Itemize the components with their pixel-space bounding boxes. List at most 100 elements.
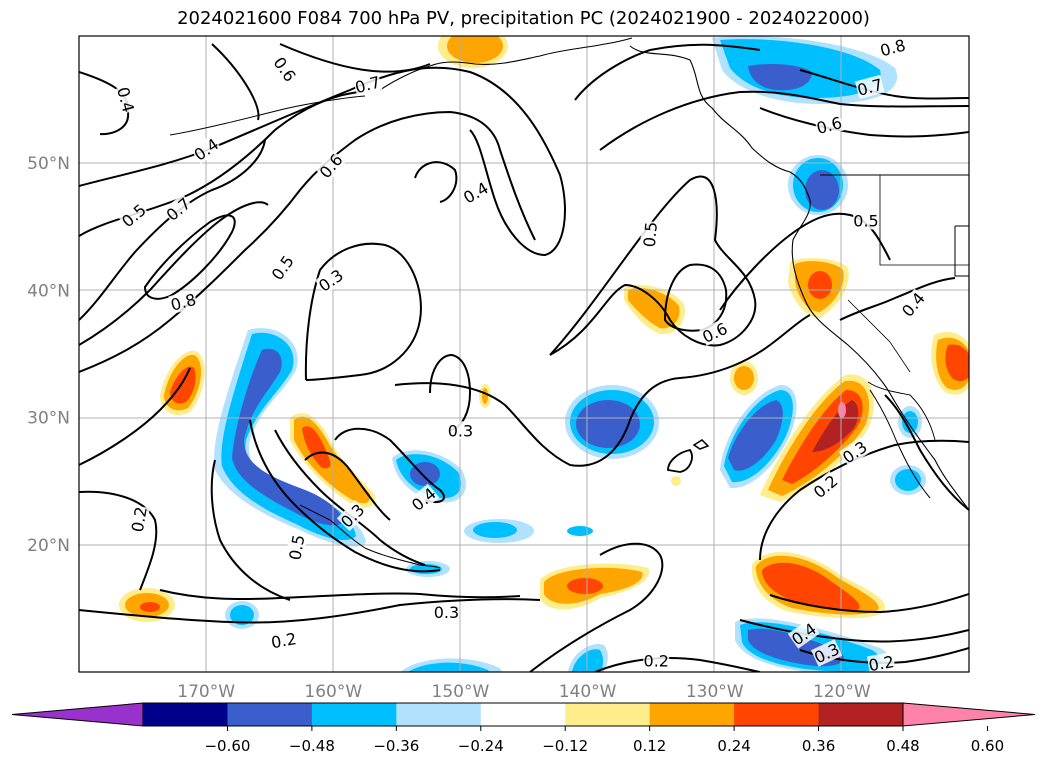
state-borders-east	[954, 225, 969, 277]
colorbar-segment	[143, 703, 228, 726]
pv-contour-0.2-east	[759, 439, 969, 561]
contour-label-text: 0.5	[285, 533, 308, 561]
pv-contour-0.3-baja	[884, 394, 969, 511]
contour-label: 0.2	[269, 629, 299, 652]
precip-blob-tiny-142w	[567, 526, 593, 536]
pv-contour-0.3-south	[159, 589, 521, 601]
colorbar-extend-max	[902, 702, 1036, 727]
pv-contour-0.3-center	[394, 314, 811, 467]
contour-label: 0.5	[639, 220, 661, 249]
colorbar-tick-label: 0.24	[717, 737, 750, 755]
longitude-tick-labels: 170°W 160°W 150°W 140°W 130°W 120°W	[177, 682, 871, 702]
precip-blob-california-north	[788, 258, 849, 318]
contour-label: 0.3	[447, 421, 474, 440]
colorbar-segment	[311, 703, 397, 726]
lat-tick-label: 30°N	[27, 409, 70, 429]
pv-contour-0.4-small-closed	[414, 161, 458, 203]
precip-blob-small-133w	[730, 361, 758, 395]
pv-contour-0.7-west	[79, 201, 269, 346]
colorbar-tick-label: −0.48	[289, 737, 335, 755]
colorbar-tick-label: −0.12	[542, 737, 588, 755]
hawaiian-islands	[299, 504, 441, 569]
graticule	[79, 36, 969, 672]
precip-blob-175w-south	[119, 588, 175, 622]
contour-label: 0.5	[853, 211, 880, 230]
colorbar-segment	[649, 703, 735, 726]
precip-blob-gulf-of-alaska	[438, 36, 508, 68]
alaska-coastline	[379, 37, 633, 91]
contour-label: 0.2	[866, 651, 896, 675]
california-nevada-border	[847, 299, 911, 373]
contour-label-text: 0.5	[640, 221, 661, 248]
pv-contour-0.3-hawaii	[304, 451, 391, 521]
colorbar-tick-label: −0.60	[204, 737, 250, 755]
pv-contour-0.6-closed-east	[663, 263, 728, 332]
colorbar: −0.60 −0.48 −0.36 −0.24 −0.12 0.12 0.24 0.36 0.4…	[11, 702, 1036, 755]
precip-blob-northeast-negative	[712, 36, 898, 104]
map-frame	[78, 35, 970, 673]
colorbar-segment	[396, 703, 482, 726]
precip-blob-west-arc-negative	[214, 328, 366, 547]
pv-contour-0.6-ne-a	[574, 43, 761, 101]
pv-contour-0.6-ne-b	[759, 107, 969, 138]
pv-contour-0.8-closed	[143, 214, 236, 300]
contour-label: 0.2	[127, 504, 151, 534]
precip-blob-bottom-152w	[400, 658, 502, 672]
lon-tick-label: 140°W	[559, 682, 617, 702]
map-title: 2024021600 F084 700 hPa PV, precipitatio…	[177, 8, 870, 29]
colorbar-segment	[734, 703, 820, 726]
aleutian-islands	[169, 95, 366, 136]
contour-label-text: 0.3	[448, 421, 473, 440]
pv-contour-0.5-coast	[719, 212, 891, 311]
pv-contour-0.7-ne	[599, 90, 969, 151]
mexico-border	[867, 381, 936, 441]
colorbar-segment	[565, 703, 651, 726]
precip-blob-baja-positive	[760, 374, 874, 502]
contour-label-text: 0.2	[128, 505, 151, 533]
colorbar-extend-min	[11, 702, 144, 727]
contour-label-text: 0.5	[853, 211, 878, 230]
lat-tick-label: 50°N	[27, 154, 70, 174]
pv-contour-0.3-closed	[304, 242, 422, 381]
precip-blob-bottom-145w	[568, 644, 608, 672]
colorbar-segment	[480, 703, 566, 726]
baja-peninsula	[869, 389, 931, 499]
pv-contour-0.2-south	[79, 598, 541, 624]
precip-blob-small-148w	[464, 519, 534, 543]
lon-tick-label: 170°W	[177, 682, 235, 702]
precip-blob-pacific-northwest	[788, 155, 848, 215]
pv-contour-small-closed-a	[667, 448, 693, 473]
contour-label-text: 0.3	[434, 603, 459, 622]
contour-label-text: 0.2	[644, 652, 669, 671]
pv-contour-0.8-ne	[799, 69, 969, 100]
lat-tick-label: 40°N	[27, 281, 70, 301]
colorbar-segment	[818, 703, 904, 726]
pv-contour-0.4-coast	[839, 277, 956, 321]
pv-contour-0.2-bottom-b	[594, 657, 761, 672]
colorbar-segment	[227, 703, 313, 726]
pv-contour-0.6-north-a	[211, 43, 260, 121]
colorbar-tick-label: 0.48	[886, 737, 919, 755]
pv-contour-0.4-hawaii	[334, 427, 445, 503]
coastlines	[169, 37, 969, 569]
colorbar-tick-label: −0.24	[458, 737, 504, 755]
precip-blob-tiny-136w	[671, 476, 681, 486]
colorbar-outline	[142, 702, 904, 727]
lat-tick-label: 20°N	[27, 536, 70, 556]
pv-contour-small-closed-b	[692, 439, 710, 450]
precip-blob-small-115w	[890, 406, 926, 495]
pv-contour-0.2-west	[79, 490, 158, 591]
pv-contour-0.3-east	[739, 619, 969, 643]
lon-tick-label: 120°W	[813, 682, 871, 702]
pv-contour-0.3-mid-closed	[429, 353, 472, 431]
state-borders-north	[879, 175, 969, 266]
contour-label: 0.2	[643, 651, 670, 671]
contour-label-text: 0.2	[867, 652, 895, 675]
precip-blob-baja-right	[931, 331, 969, 395]
north-american-coastline	[629, 45, 969, 511]
pv-contour-0.5-east	[549, 175, 757, 356]
pv-contour-0.3-west	[79, 367, 191, 466]
contour-label: 0.3	[433, 603, 460, 622]
precip-blob-166w-south	[225, 601, 259, 629]
